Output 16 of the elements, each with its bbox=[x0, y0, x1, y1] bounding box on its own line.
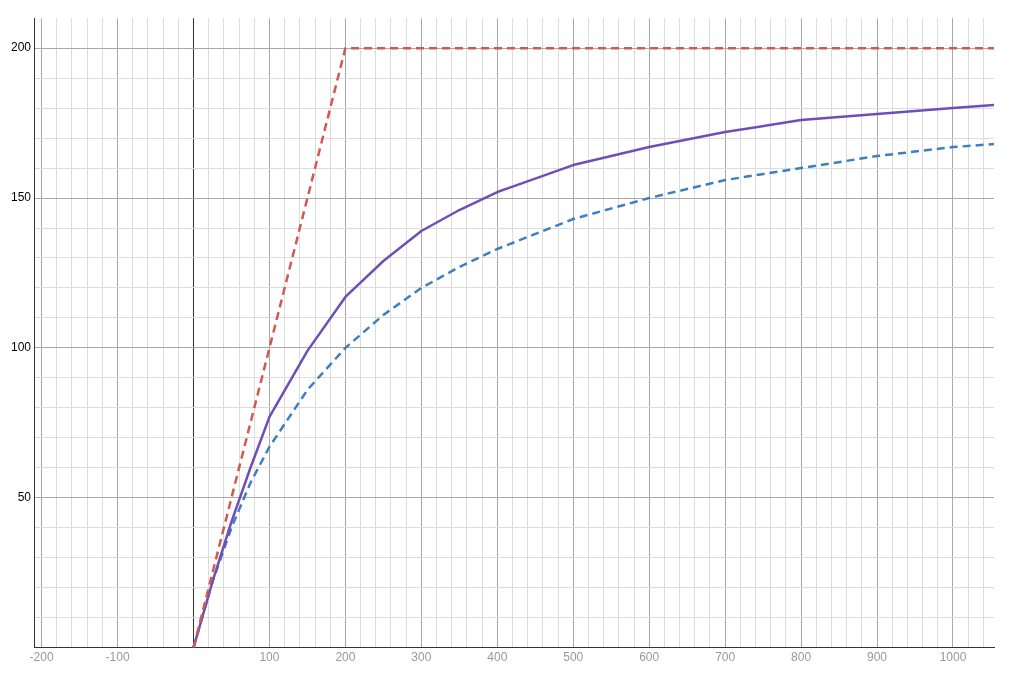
y-tick-label: 100 bbox=[10, 340, 32, 355]
x-tick-label: 500 bbox=[563, 650, 584, 665]
x-tick-label: -200 bbox=[29, 650, 54, 665]
x-tick-label: 600 bbox=[639, 650, 660, 665]
x-tick-label: 900 bbox=[867, 650, 888, 665]
x-tick-label: 400 bbox=[487, 650, 508, 665]
x-tick-label: 300 bbox=[411, 650, 432, 665]
x-tick-label: 800 bbox=[791, 650, 812, 665]
x-tick-label: 1000 bbox=[939, 650, 967, 665]
x-tick-label: 200 bbox=[335, 650, 356, 665]
y-tick-label: 50 bbox=[17, 490, 32, 505]
x-tick-label: -100 bbox=[105, 650, 130, 665]
y-tick-label: 150 bbox=[10, 190, 32, 205]
x-tick-label: 700 bbox=[715, 650, 736, 665]
y-tick-label: 200 bbox=[10, 40, 32, 55]
x-tick-label: 100 bbox=[259, 650, 280, 665]
